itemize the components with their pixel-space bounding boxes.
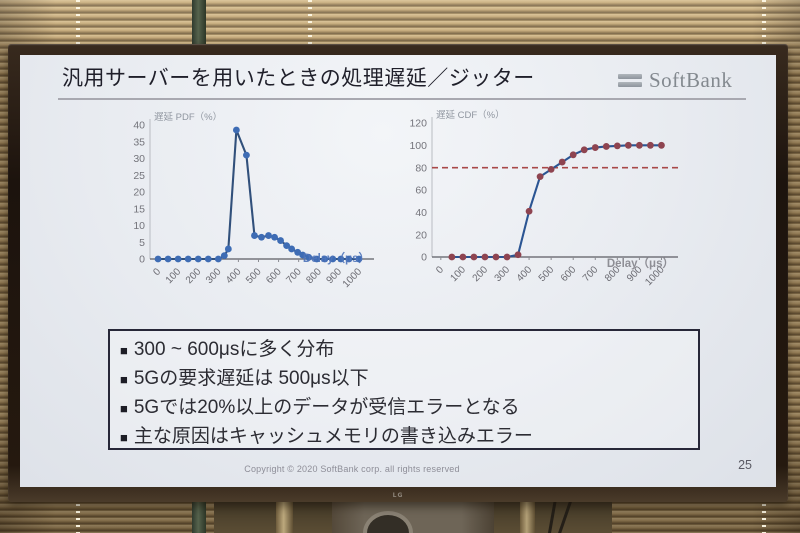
svg-text:20: 20	[415, 229, 427, 241]
bullet-square-icon: ■	[120, 343, 128, 358]
svg-text:Delay（μs）: Delay（μs）	[607, 256, 674, 270]
svg-text:100: 100	[409, 140, 427, 152]
svg-text:40: 40	[133, 120, 145, 132]
list-item-text: 5Gの要求遅延は 500μs以下	[133, 368, 369, 389]
svg-text:Delay（μs）: Delay（μs）	[303, 251, 370, 265]
svg-text:遅延 CDF（%）: 遅延 CDF（%）	[436, 109, 505, 121]
softbank-logo-text: SoftBank	[649, 68, 733, 92]
svg-text:700: 700	[581, 264, 601, 284]
list-item: ■ 5Gでは20%以上のデータが受信エラーとなる	[120, 394, 698, 423]
svg-text:25: 25	[133, 170, 145, 182]
svg-text:700: 700	[284, 266, 304, 286]
svg-text:0: 0	[421, 252, 427, 264]
svg-text:35: 35	[133, 136, 145, 148]
title-divider	[58, 98, 746, 100]
svg-text:200: 200	[184, 266, 204, 286]
bullet-square-icon: ■	[120, 372, 128, 387]
tv-monitor: 汎用サーバーを用いたときの処理遅延／ジッター SoftBank 0 5 10 15 20…	[8, 44, 788, 502]
svg-text:200: 200	[471, 264, 491, 284]
svg-text:20: 20	[133, 187, 145, 199]
svg-text:10: 10	[133, 220, 145, 232]
summary-box: ■ 300 ~ 600μsに多く分布 ■ 5Gの要求遅延は 500μs以下 ■ 5Gで…	[108, 329, 700, 450]
svg-text:600: 600	[559, 264, 579, 284]
svg-text:120: 120	[409, 118, 427, 130]
svg-text:500: 500	[244, 266, 264, 286]
list-item: ■ 5Gの要求遅延は 500μs以下	[120, 365, 698, 394]
monitor-brand-label: LG	[392, 492, 404, 499]
svg-text:400: 400	[515, 264, 535, 284]
softbank-logo: SoftBank	[618, 68, 732, 93]
list-item-text: 300 ~ 600μsに多く分布	[133, 339, 335, 360]
svg-text:800: 800	[304, 266, 324, 286]
softbank-bars-icon	[618, 74, 642, 87]
stand-panel	[332, 500, 494, 533]
presentation-slide: 汎用サーバーを用いたときの処理遅延／ジッター SoftBank 0 5 10 15 20…	[20, 55, 776, 487]
list-item-text: 主な原因はキャッシュメモリの書き込みエラー	[133, 426, 533, 447]
page-title: 汎用サーバーを用いたときの処理遅延／ジッター	[62, 67, 535, 90]
svg-text:1000: 1000	[341, 266, 365, 290]
bullet-square-icon: ■	[120, 430, 128, 445]
svg-text:0: 0	[434, 264, 446, 276]
svg-text:600: 600	[264, 266, 284, 286]
svg-text:15: 15	[133, 203, 145, 215]
svg-text:300: 300	[204, 266, 224, 286]
svg-text:500: 500	[537, 264, 557, 284]
svg-text:5: 5	[139, 237, 145, 249]
svg-text:400: 400	[224, 266, 244, 286]
tv-screen: 汎用サーバーを用いたときの処理遅延／ジッター SoftBank 0 5 10 15 20…	[20, 55, 776, 487]
svg-text:0: 0	[139, 254, 145, 266]
stand-post	[520, 498, 535, 533]
list-item: ■ 300 ~ 600μsに多く分布	[120, 336, 698, 365]
svg-text:遅延 PDF（%）: 遅延 PDF（%）	[154, 111, 222, 123]
stand-post	[276, 498, 293, 533]
svg-text:300: 300	[493, 264, 513, 284]
svg-text:100: 100	[164, 266, 184, 286]
copyright-text: Copyright © 2020 SoftBank corp. all righ…	[244, 464, 460, 474]
bullet-square-icon: ■	[120, 401, 128, 416]
list-item: ■ 主な原因はキャッシュメモリの書き込みエラー	[120, 423, 698, 452]
list-item-text: 5Gでは20%以上のデータが受信エラーとなる	[133, 397, 520, 418]
svg-text:80: 80	[415, 162, 427, 174]
svg-text:100: 100	[449, 264, 469, 284]
svg-text:60: 60	[415, 185, 427, 197]
page-number: 25	[738, 458, 752, 472]
svg-text:0: 0	[151, 266, 163, 278]
svg-text:30: 30	[133, 153, 145, 165]
svg-text:40: 40	[415, 207, 427, 219]
